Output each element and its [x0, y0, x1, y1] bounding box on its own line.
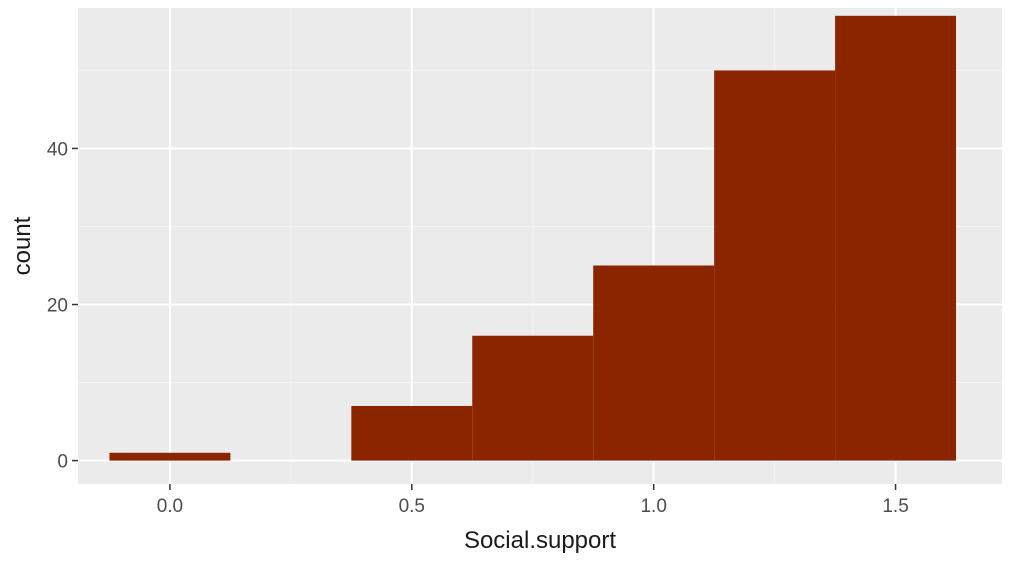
- histogram-bar: [109, 452, 231, 461]
- histogram-bar: [835, 15, 957, 461]
- x-axis-title: Social.support: [464, 527, 616, 554]
- x-tick-label: 1.0: [640, 496, 666, 517]
- x-tick-label: 0.0: [157, 496, 183, 517]
- y-tick-label: 20: [47, 296, 68, 317]
- x-tick-label: 0.5: [399, 496, 425, 517]
- x-tick-label: 1.5: [882, 496, 908, 517]
- histogram-bars: [109, 15, 957, 461]
- y-tick-label: 40: [47, 139, 68, 160]
- histogram-bar: [351, 405, 473, 461]
- histogram-bar: [472, 335, 594, 461]
- histogram-bar: [714, 70, 836, 461]
- x-axis: 0.0 0.5 1.0 1.5: [157, 484, 909, 517]
- y-tick-label: 0: [57, 452, 68, 473]
- y-axis-title: count: [9, 216, 36, 275]
- histogram-bar: [593, 265, 715, 461]
- y-axis: 0 20 40: [47, 139, 78, 473]
